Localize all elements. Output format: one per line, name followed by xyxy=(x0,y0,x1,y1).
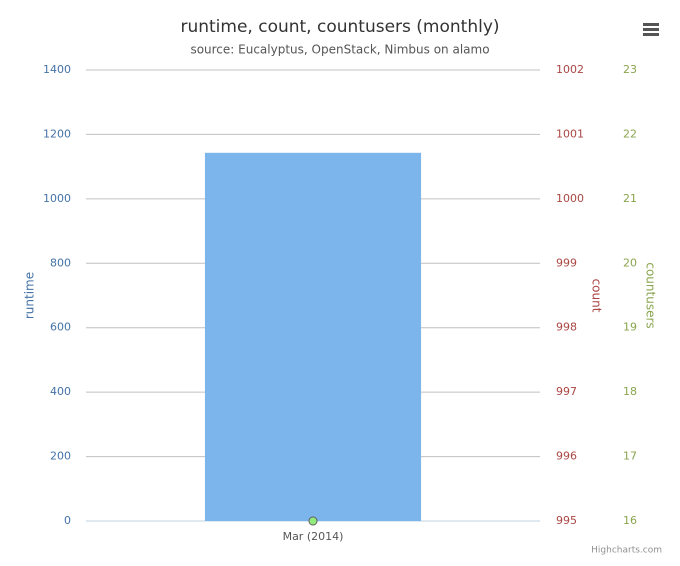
y-axis-title: runtime xyxy=(23,272,37,319)
y2-tick-label: 999 xyxy=(556,256,577,269)
y2-tick-label: 1002 xyxy=(556,63,584,76)
y2-tick-label: 1001 xyxy=(556,127,584,140)
menu-button[interactable] xyxy=(643,23,659,36)
y-tick-label: 1000 xyxy=(43,192,71,205)
y-tick-label: 1400 xyxy=(43,63,71,76)
menu-bar xyxy=(643,33,659,36)
menu-bar xyxy=(643,28,659,31)
y-tick-label: 600 xyxy=(50,321,71,334)
y3-tick-label: 20 xyxy=(623,256,637,269)
chart-subtitle: source: Eucalyptus, OpenStack, Nimbus on… xyxy=(190,43,489,57)
y-tick-label: 0 xyxy=(64,514,71,527)
y2-tick-label: 996 xyxy=(556,450,577,463)
y-tick-label: 800 xyxy=(50,256,71,269)
y2-axis-title: count xyxy=(590,279,604,313)
y3-tick-label: 19 xyxy=(623,321,637,334)
y2-tick-label: 998 xyxy=(556,321,577,334)
y2-tick-label: 995 xyxy=(556,514,577,527)
y3-tick-label: 22 xyxy=(623,127,637,140)
credits[interactable]: Highcharts.com xyxy=(591,546,662,556)
y2-tick-label: 997 xyxy=(556,385,577,398)
y3-tick-label: 18 xyxy=(623,385,637,398)
y-tick-label: 1200 xyxy=(43,127,71,140)
y3-tick-label: 21 xyxy=(623,192,637,205)
chart-title: runtime, count, countusers (monthly) xyxy=(180,17,499,37)
y-tick-label: 200 xyxy=(50,450,71,463)
y-tick-label: 400 xyxy=(50,385,71,398)
point xyxy=(308,516,318,526)
bar xyxy=(204,152,422,521)
y2-tick-label: 1000 xyxy=(556,192,584,205)
y3-tick-label: 23 xyxy=(623,63,637,76)
menu-bar xyxy=(643,23,659,26)
y3-tick-label: 16 xyxy=(623,514,637,527)
y3-tick-label: 17 xyxy=(623,450,637,463)
x-tick-label: Mar (2014) xyxy=(283,530,344,543)
y3-axis-title: countusers xyxy=(644,262,658,328)
